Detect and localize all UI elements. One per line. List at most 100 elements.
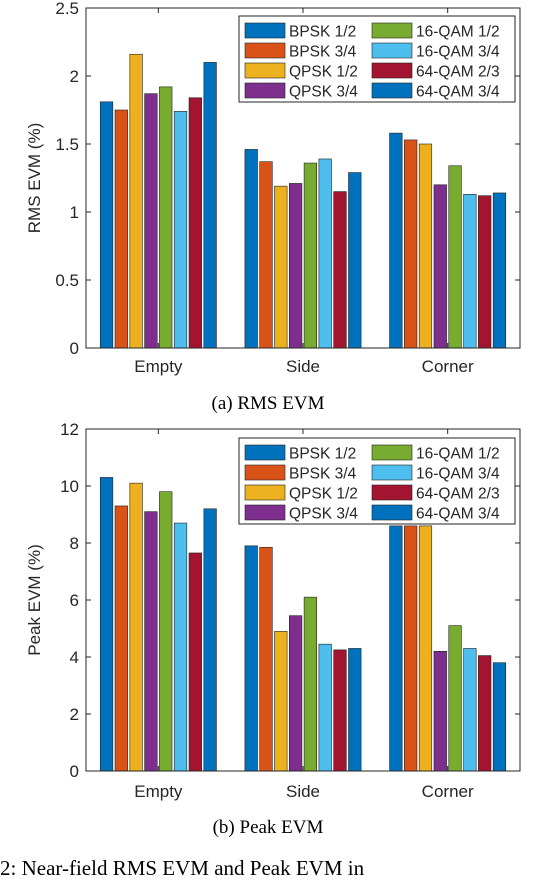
- y-tick-label: 0: [70, 339, 79, 358]
- y-tick-label: 10: [60, 477, 79, 496]
- bar: [203, 62, 217, 349]
- y-tick-label: 1: [70, 203, 79, 222]
- chart-b-caption: (b) Peak EVM: [212, 817, 324, 838]
- y-tick-label: 4: [70, 648, 79, 667]
- legend-label: 64-QAM 2/3: [416, 64, 500, 81]
- bar: [333, 191, 347, 349]
- y-tick-label: 2: [70, 705, 79, 724]
- bar: [144, 93, 158, 349]
- legend-label: 64-QAM 3/4: [416, 506, 500, 523]
- legend-label: BPSK 3/4: [289, 466, 357, 483]
- bar: [99, 101, 114, 349]
- bar: [274, 631, 288, 772]
- legend-label: 16-QAM 3/4: [416, 44, 500, 61]
- bar: [404, 525, 418, 772]
- legend-swatch: [371, 504, 413, 521]
- y-axis-label: RMS EVM (%): [25, 123, 44, 234]
- bar: [274, 185, 288, 349]
- bar: [478, 655, 492, 772]
- legend-label: QPSK 1/2: [289, 64, 358, 81]
- bar: [389, 132, 403, 349]
- bar: [203, 508, 217, 772]
- y-axis-label: Peak EVM (%): [25, 544, 44, 655]
- y-tick-label: 8: [70, 534, 79, 553]
- legend-swatch: [371, 62, 413, 79]
- bar: [318, 158, 332, 349]
- bar: [433, 184, 447, 349]
- legend-label: BPSK 1/2: [289, 446, 356, 463]
- legend-swatch: [244, 62, 286, 79]
- bar: [129, 482, 143, 772]
- bar: [448, 165, 462, 349]
- x-tick-label: Side: [286, 357, 320, 376]
- legend-swatch: [371, 82, 413, 99]
- bar: [188, 97, 202, 349]
- bar: [433, 650, 447, 772]
- bar: [463, 194, 477, 349]
- x-tick-label: Corner: [422, 357, 474, 376]
- legend-swatch: [244, 42, 286, 59]
- bar: [288, 615, 303, 772]
- y-tick-label: 12: [60, 420, 79, 439]
- bar: [303, 596, 318, 772]
- legend-swatch: [244, 22, 286, 39]
- legend-label: 16-QAM 1/2: [416, 24, 500, 41]
- x-tick-label: Empty: [134, 357, 183, 376]
- y-tick-label: 6: [70, 591, 79, 610]
- legend-label: 16-QAM 1/2: [416, 446, 500, 463]
- bar: [114, 109, 128, 349]
- legend-swatch: [371, 42, 413, 59]
- bar: [348, 172, 362, 349]
- legend-swatch: [244, 82, 286, 99]
- bar: [418, 143, 433, 349]
- legend-label: BPSK 3/4: [289, 44, 357, 61]
- bar: [463, 648, 477, 772]
- bar: [418, 525, 433, 772]
- legend-swatch: [371, 464, 413, 481]
- legend-swatch: [371, 22, 413, 39]
- bar: [114, 505, 128, 772]
- bar: [318, 643, 332, 772]
- bar: [259, 546, 273, 772]
- legend-swatch: [244, 464, 286, 481]
- x-tick-label: Empty: [134, 782, 183, 801]
- legend-label: QPSK 3/4: [289, 506, 358, 523]
- y-tick-label: 2: [70, 67, 79, 86]
- chart-1: 0 2 4 6 8 10 12 Empty Side Corner Peak EVM (%) BPSK…: [25, 420, 521, 801]
- y-tick-label: 0: [70, 762, 79, 781]
- legend-swatch: [244, 484, 286, 501]
- bar: [303, 162, 318, 349]
- chart-a-caption: (a) RMS EVM: [211, 393, 325, 414]
- bar: [159, 86, 173, 349]
- x-tick-label: Corner: [422, 782, 474, 801]
- bar: [448, 625, 462, 772]
- bar: [244, 149, 258, 349]
- bar: [144, 511, 158, 772]
- bar: [173, 522, 188, 772]
- bar: [478, 195, 492, 349]
- legend-swatch: [244, 444, 286, 461]
- bar: [259, 161, 273, 349]
- y-tick-label: 2.5: [55, 0, 79, 18]
- bar: [389, 525, 403, 772]
- bar: [492, 192, 507, 349]
- bar: [188, 552, 202, 772]
- bar: [288, 183, 303, 349]
- legend-label: QPSK 3/4: [289, 84, 358, 101]
- y-tick-label: 0.5: [55, 271, 79, 290]
- legend-swatch: [244, 504, 286, 521]
- bar: [492, 662, 507, 772]
- x-tick-label: Side: [286, 782, 320, 801]
- bar: [404, 139, 418, 349]
- bar: [244, 545, 258, 772]
- legend-label: QPSK 1/2: [289, 486, 358, 503]
- bar: [129, 53, 143, 349]
- legend-label: 64-QAM 2/3: [416, 486, 500, 503]
- bar: [348, 648, 362, 772]
- legend-swatch: [371, 484, 413, 501]
- legend-swatch: [371, 444, 413, 461]
- chart-0: 0 0.5 1 1.5 2 2.5 Empty Side Corner RMS EVM (%) BP…: [25, 0, 521, 376]
- legend-label: 16-QAM 3/4: [416, 466, 500, 483]
- y-tick-label: 1.5: [55, 135, 79, 154]
